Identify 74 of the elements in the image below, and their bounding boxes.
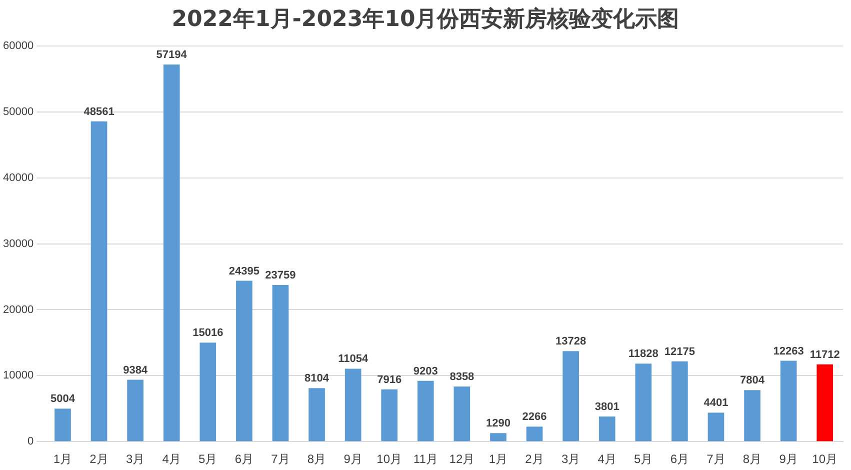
- bar: [635, 364, 652, 442]
- y-tick-label: 20000: [2, 304, 34, 316]
- data-label: 7916: [377, 374, 402, 386]
- data-label: 11712: [810, 348, 840, 361]
- bar: [236, 280, 252, 442]
- x-tick-label: 1月: [53, 452, 72, 466]
- data-label: 24395: [228, 265, 260, 278]
- data-label: 9203: [413, 365, 438, 378]
- x-tick-label: 5月: [198, 452, 218, 466]
- bar: [272, 284, 289, 442]
- data-label: 5004: [50, 393, 76, 406]
- bar: [90, 121, 108, 442]
- data-label: 12175: [664, 346, 695, 358]
- data-label: 2266: [522, 411, 547, 424]
- bar: [127, 380, 144, 442]
- bar: [526, 426, 543, 442]
- bar: [163, 64, 180, 442]
- bar: [708, 412, 724, 442]
- x-tick-label: 9月: [779, 452, 798, 466]
- x-tick-label: 4月: [598, 452, 616, 466]
- x-tick-label: 10月: [376, 452, 402, 466]
- y-tick-label: 0: [27, 436, 34, 448]
- data-label: 12263: [773, 345, 804, 358]
- data-label: 3801: [594, 401, 620, 414]
- x-tick-label: 2月: [90, 452, 108, 466]
- bar: [454, 386, 470, 442]
- data-label: 15016: [192, 327, 224, 340]
- bar: [381, 389, 398, 442]
- x-tick-label: 2月: [525, 452, 544, 466]
- chart-title: 2022年1月-2023年10月份西安新房核验变化示图: [170, 6, 680, 34]
- x-tick-label: 1月: [488, 452, 508, 466]
- bar: [308, 388, 325, 442]
- data-label: 7804: [740, 374, 766, 387]
- data-label: 1290: [486, 418, 510, 430]
- bar: [562, 351, 579, 442]
- x-tick-label: 9月: [344, 452, 362, 466]
- bar: [344, 368, 362, 442]
- x-tick-label: 3月: [561, 452, 580, 466]
- y-tick-label: 40000: [2, 172, 34, 184]
- data-label: 11828: [628, 348, 658, 360]
- bar: [54, 408, 71, 442]
- x-tick-label: 6月: [234, 452, 254, 466]
- x-tick-label: 8月: [742, 452, 762, 466]
- y-tick-label: 60000: [2, 40, 34, 52]
- data-label: 9384: [123, 364, 148, 376]
- x-tick-label: 7月: [706, 452, 726, 466]
- bar: [200, 342, 216, 442]
- x-tick-label: 3月: [126, 452, 145, 466]
- x-tick-label: 4月: [162, 452, 181, 466]
- data-label: 8358: [450, 371, 474, 384]
- x-tick-label: 10月: [812, 452, 838, 466]
- y-tick-label: 30000: [2, 238, 34, 250]
- x-tick-label: 5月: [634, 452, 653, 466]
- data-label: 11054: [338, 353, 369, 366]
- y-tick-label: 50000: [2, 106, 34, 118]
- bar: [744, 390, 760, 442]
- bar: [598, 416, 616, 442]
- bar: [816, 364, 834, 442]
- x-tick-label: 6月: [670, 452, 690, 466]
- x-tick-label: 12月: [449, 452, 475, 466]
- data-label: 13728: [556, 336, 586, 348]
- data-label: 23759: [265, 269, 296, 282]
- y-tick-label: 10000: [2, 370, 34, 382]
- data-label: 8104: [304, 372, 330, 385]
- data-label: 4401: [704, 397, 728, 410]
- bar: [672, 361, 688, 442]
- bar: [780, 360, 797, 442]
- bar: [490, 433, 506, 442]
- x-tick-label: 8月: [307, 452, 326, 466]
- data-label: 57194: [156, 49, 188, 62]
- bar: [417, 380, 434, 442]
- x-tick-label: 11月: [413, 452, 438, 466]
- x-tick-label: 7月: [271, 452, 290, 466]
- data-label: 48561: [84, 106, 114, 118]
